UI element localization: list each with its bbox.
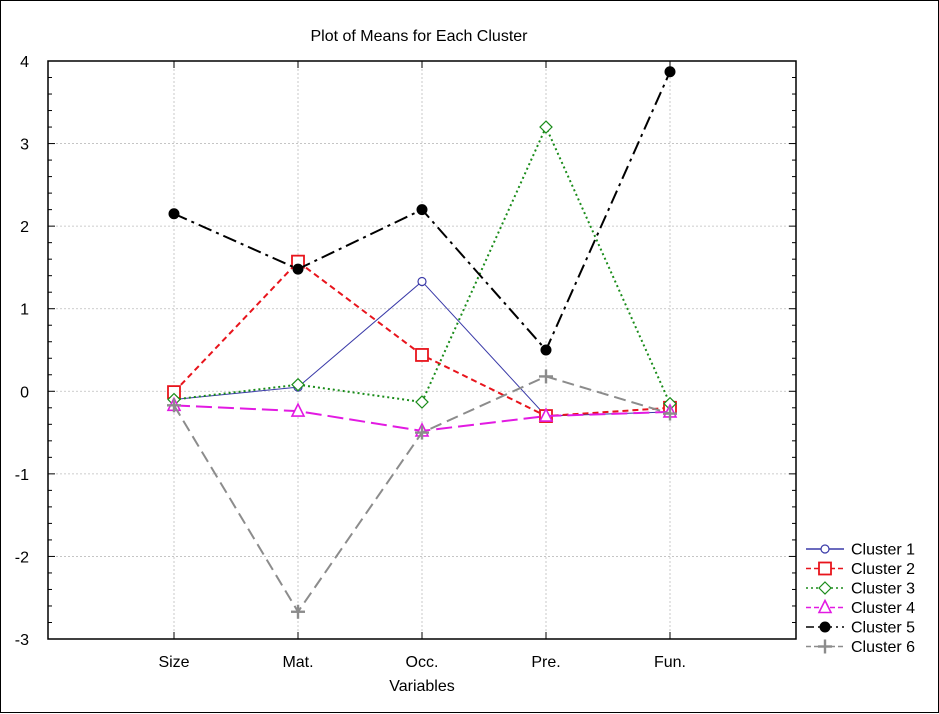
legend-label: Cluster 2 — [851, 561, 915, 578]
x-tick-label: Size — [158, 654, 189, 671]
y-tick-label: 0 — [20, 384, 29, 401]
chart-title: Plot of Means for Each Cluster — [311, 28, 529, 45]
data-point — [415, 425, 429, 440]
legend-item-cluster-5: Cluster 5 — [806, 620, 915, 637]
y-tick-label: -3 — [15, 632, 29, 649]
series-cluster-6 — [167, 369, 677, 619]
axis-ticks: 4 3 2 1 0 -1 -2 -3 Size Mat. Occ. Pre. Fun. — [15, 54, 796, 671]
legend-marker — [818, 581, 832, 595]
legend-label: Cluster 5 — [851, 620, 915, 637]
legend-item-cluster-2: Cluster 2 — [806, 561, 915, 578]
legend-item-cluster-4: Cluster 4 — [806, 598, 915, 617]
data-point — [292, 263, 304, 275]
data-point — [539, 120, 553, 134]
data-point — [417, 276, 427, 287]
y-tick-label: 1 — [20, 302, 29, 319]
x-tick-label: Mat. — [282, 654, 313, 671]
data-point — [415, 348, 429, 362]
x-tick-label: Pre. — [531, 654, 560, 671]
data-point — [663, 406, 677, 421]
data-point — [540, 344, 552, 356]
y-tick-label: -2 — [15, 549, 29, 566]
data-point — [664, 66, 676, 78]
legend-item-cluster-1: Cluster 1 — [806, 542, 915, 559]
data-point — [538, 407, 554, 422]
legend-label: Cluster 6 — [851, 639, 915, 656]
legend-marker — [820, 544, 830, 554]
data-point — [167, 398, 181, 413]
series-cluster-5 — [168, 66, 676, 356]
y-tick-label: 2 — [20, 219, 29, 236]
data-point — [539, 369, 553, 384]
legend-item-cluster-3: Cluster 3 — [806, 581, 915, 598]
data-point — [291, 604, 305, 619]
data-point — [416, 204, 428, 216]
legend-marker — [819, 621, 831, 633]
data-point — [415, 395, 429, 409]
y-tick-label: 3 — [20, 137, 29, 154]
y-tick-label: -1 — [15, 467, 29, 484]
legend-marker — [818, 639, 832, 654]
legend-label: Cluster 1 — [851, 542, 915, 559]
legend: Cluster 1 Cluster 2 Cluster 3 Cluster 4 Clus… — [806, 542, 915, 656]
series-lines — [166, 66, 678, 619]
y-tick-label: 4 — [20, 54, 29, 71]
legend-marker — [817, 598, 833, 614]
legend-label: Cluster 4 — [851, 600, 915, 617]
legend-marker — [818, 561, 832, 576]
data-point — [291, 377, 305, 392]
data-point — [290, 402, 306, 417]
x-tick-label: Occ. — [406, 654, 439, 671]
x-tick-label: Fun. — [654, 654, 686, 671]
legend-label: Cluster 3 — [851, 581, 915, 598]
legend-item-cluster-6: Cluster 6 — [806, 639, 915, 656]
x-axis-label: Variables — [389, 678, 455, 695]
data-point — [168, 208, 180, 220]
